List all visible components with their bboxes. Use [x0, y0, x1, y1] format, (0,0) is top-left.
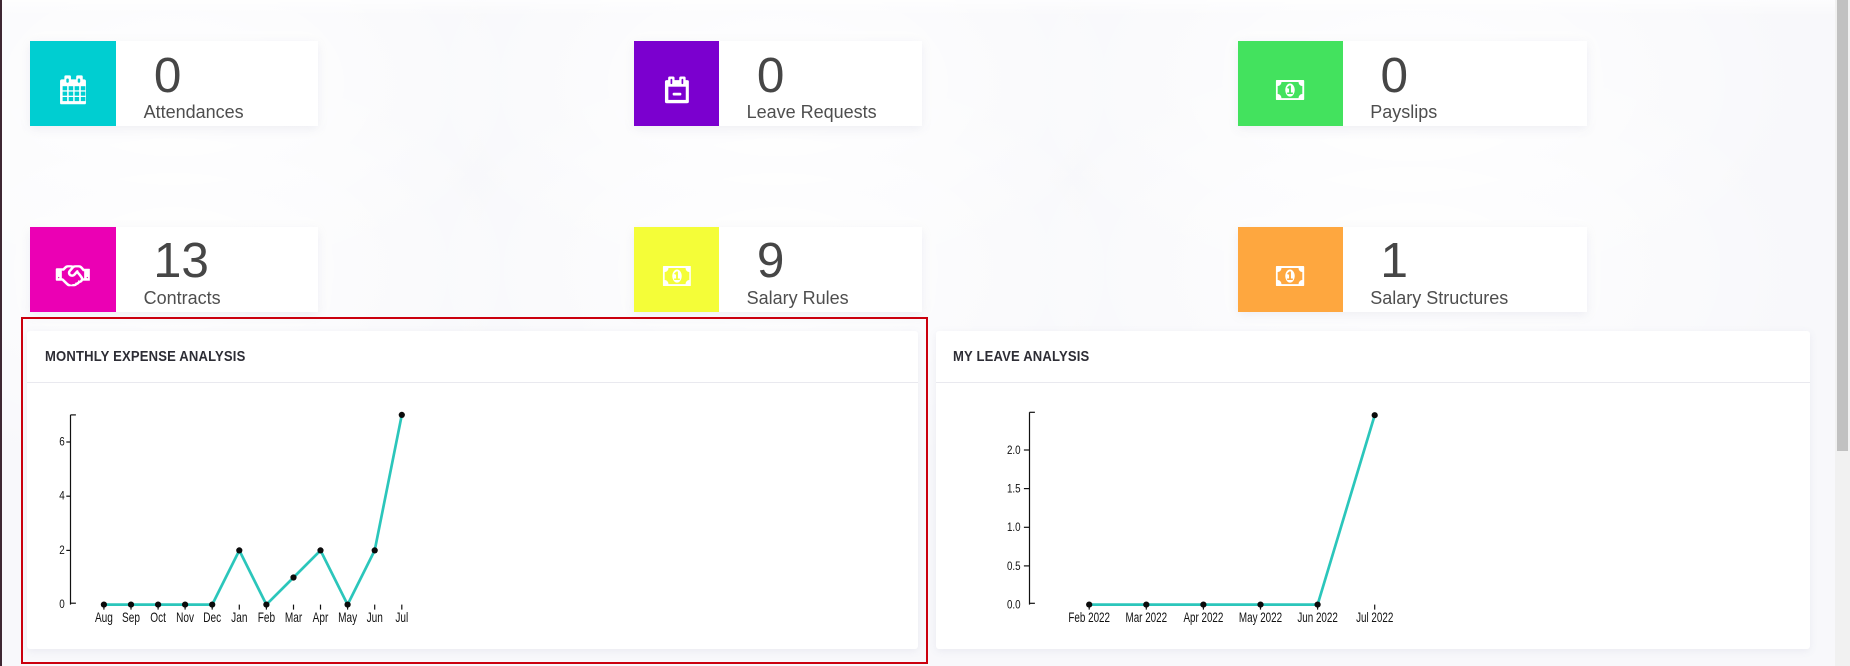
svg-text:Apr: Apr — [313, 610, 329, 626]
svg-text:Mar: Mar — [285, 610, 302, 626]
svg-text:0.0: 0.0 — [1007, 599, 1021, 612]
svg-text:Aug: Aug — [95, 610, 113, 626]
svg-text:Oct: Oct — [150, 610, 166, 626]
svg-text:Jun 2022: Jun 2022 — [1297, 610, 1337, 626]
svg-text:1.5: 1.5 — [1007, 483, 1021, 496]
svg-text:4: 4 — [59, 490, 64, 503]
svg-text:2: 2 — [59, 544, 64, 557]
svg-text:Mar 2022: Mar 2022 — [1125, 610, 1167, 626]
svg-text:Feb: Feb — [258, 610, 276, 626]
svg-text:May 2022: May 2022 — [1239, 610, 1282, 626]
svg-text:1.0: 1.0 — [1007, 522, 1021, 535]
svg-text:Jul: Jul — [395, 610, 408, 626]
svg-text:0.5: 0.5 — [1007, 560, 1021, 573]
svg-text:Jan: Jan — [231, 610, 247, 626]
svg-text:Feb 2022: Feb 2022 — [1068, 610, 1110, 626]
svg-text:May: May — [338, 610, 358, 626]
svg-text:Apr 2022: Apr 2022 — [1183, 610, 1223, 626]
svg-text:Jul 2022: Jul 2022 — [1356, 610, 1393, 626]
svg-text:0: 0 — [59, 598, 64, 611]
svg-text:6: 6 — [59, 436, 64, 449]
svg-text:Jun: Jun — [367, 610, 383, 626]
svg-text:2.0: 2.0 — [1007, 444, 1021, 457]
svg-text:Nov: Nov — [176, 610, 195, 626]
svg-text:Sep: Sep — [122, 610, 140, 626]
svg-text:Dec: Dec — [203, 610, 221, 626]
